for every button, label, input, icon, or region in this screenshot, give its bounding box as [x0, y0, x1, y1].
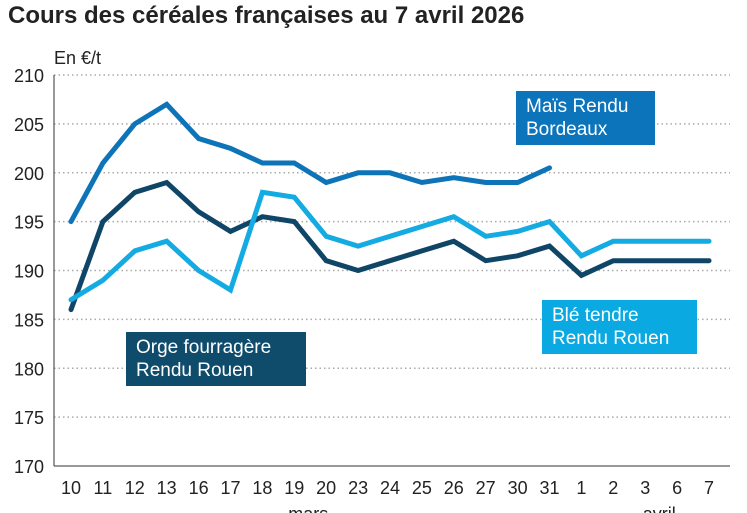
legend-label-mais: Maïs Rendu Bordeaux — [516, 91, 655, 145]
y-tick-label: 195 — [14, 213, 44, 233]
x-tick-label: 31 — [539, 478, 559, 498]
y-tick-label: 170 — [14, 457, 44, 477]
x-tick-label: 3 — [640, 478, 650, 498]
y-tick-label: 210 — [14, 66, 44, 86]
x-tick-label: 18 — [252, 478, 272, 498]
y-tick-label: 200 — [14, 164, 44, 184]
x-tick-label: 11 — [94, 478, 113, 498]
series-line-2 — [68, 189, 712, 303]
x-tick-label: 6 — [672, 478, 682, 498]
x-tick-label: 25 — [412, 478, 432, 498]
x-tick-label: 20 — [316, 478, 336, 498]
x-tick-label: 16 — [189, 478, 209, 498]
x-tick-label: 23 — [348, 478, 368, 498]
x-tick-label: 13 — [157, 478, 177, 498]
y-tick-label: 190 — [14, 262, 44, 282]
series-line-1 — [68, 179, 712, 313]
x-tick-label: 7 — [704, 478, 714, 498]
legend-label-orge: Orge fourragère Rendu Rouen — [126, 332, 306, 386]
x-tick-label: 12 — [125, 478, 145, 498]
y-tick-label: 205 — [14, 115, 44, 135]
x-tick-label: 2 — [608, 478, 618, 498]
y-tick-label: 180 — [14, 359, 44, 379]
month-label: mars — [288, 504, 328, 513]
x-tick-label: 26 — [444, 478, 464, 498]
x-tick-label: 1 — [576, 478, 586, 498]
x-tick-label: 17 — [220, 478, 240, 498]
x-tick-label: 10 — [61, 478, 81, 498]
x-tick-label: 27 — [476, 478, 496, 498]
x-tick-label: 30 — [508, 478, 528, 498]
x-tick-label: 19 — [284, 478, 304, 498]
legend-label-ble: Blé tendre Rendu Rouen — [542, 300, 697, 354]
month-label: avril — [643, 504, 676, 513]
chart-title: Cours des céréales françaises au 7 avril… — [8, 2, 525, 29]
y-axis-label: En €/t — [54, 48, 102, 68]
series-line-0 — [68, 101, 552, 225]
x-tick-label: 24 — [380, 478, 400, 498]
y-tick-label: 175 — [14, 408, 44, 428]
y-tick-label: 185 — [14, 310, 44, 330]
